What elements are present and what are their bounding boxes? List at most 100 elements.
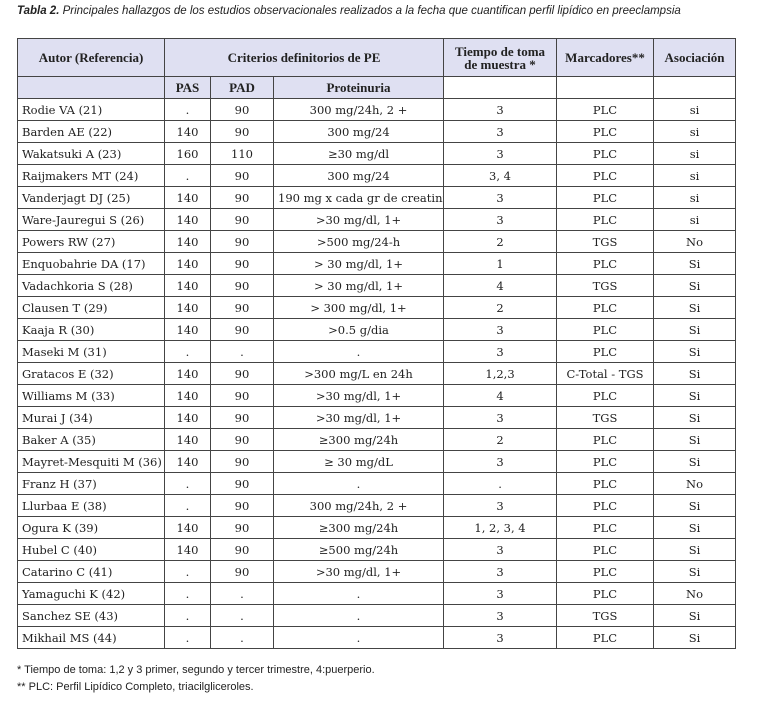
table-cell: C-Total - TGS xyxy=(556,362,655,385)
table-cell: 140 xyxy=(164,406,211,429)
table-cell: 90 xyxy=(210,208,274,231)
table-cell: Vadachkoria S (28) xyxy=(17,274,165,297)
table-cell: . xyxy=(210,340,274,363)
table-cell: Catarino C (41) xyxy=(17,560,165,583)
table-cell: 300 mg/24h, 2 + xyxy=(272,494,445,517)
table-cell: >300 mg/L en 24h xyxy=(272,362,445,385)
table-cell: 3 xyxy=(443,120,558,143)
table-cell: . xyxy=(272,340,445,363)
table-cell: Raijmakers MT (24) xyxy=(17,164,165,187)
table-cell: 90 xyxy=(210,362,274,385)
header-row: Autor (Referencia) Criterios definitorios… xyxy=(17,38,737,77)
table-cell: Gratacos E (32) xyxy=(17,362,165,385)
table-cell: Mayret-Mesquiti M (36) xyxy=(17,450,165,473)
table-cell: 300 mg/24 xyxy=(272,120,445,143)
table-cell: 90 xyxy=(210,384,274,407)
table-cell: Si xyxy=(653,274,737,297)
table-cell: 3 xyxy=(443,582,558,605)
table-cell: 140 xyxy=(164,428,211,451)
table-cell: > 300 mg/dl, 1+ xyxy=(272,296,445,319)
table-cell: si xyxy=(653,120,737,143)
table-row: Clausen T (29) 140 90 > 300 mg/dl, 1+ 2 PLC Si xyxy=(17,296,737,319)
table-cell: Baker A (35) xyxy=(17,428,165,451)
table-cell: 1,2,3 xyxy=(443,362,558,385)
table-cell: 4 xyxy=(443,384,558,407)
table-cell: 140 xyxy=(164,516,211,539)
table-cell: 90 xyxy=(210,450,274,473)
table-cell: ≥300 mg/24h xyxy=(272,428,445,451)
table-cell: 140 xyxy=(164,450,211,473)
table-cell: 90 xyxy=(210,406,274,429)
table-cell: PLC xyxy=(556,208,655,231)
table-cell: 3 xyxy=(443,494,558,517)
table-cell: Si xyxy=(653,340,737,363)
table-cell: 90 xyxy=(210,516,274,539)
table-cell: Wakatsuki A (23) xyxy=(17,142,165,165)
table-cell: 3 xyxy=(443,450,558,473)
table-cell: . xyxy=(210,582,274,605)
table-cell: 90 xyxy=(210,472,274,495)
caption-text: Principales hallazgos de los estudios ob… xyxy=(62,5,681,17)
table-cell: . xyxy=(443,472,558,495)
table-cell: Franz H (37) xyxy=(17,472,165,495)
table-cell: ≥300 mg/24h xyxy=(272,516,445,539)
caption-label: Tabla 2. xyxy=(17,5,60,17)
table-cell: . xyxy=(210,626,274,649)
table-row: Baker A (35) 140 90 ≥300 mg/24h 2 PLC Si xyxy=(17,428,737,451)
table-cell: 3 xyxy=(443,538,558,561)
table-cell: 2 xyxy=(443,296,558,319)
table-cell: 140 xyxy=(164,362,211,385)
table-row: Ware-Jauregui S (26) 140 90 >30 mg/dl, 1+ 3 P… xyxy=(17,208,737,231)
table-cell: 1 xyxy=(443,252,558,275)
table-cell: si xyxy=(653,208,737,231)
table-row: Kaaja R (30) 140 90 >0.5 g/dia 3 PLC Si xyxy=(17,318,737,341)
table-cell: . xyxy=(164,98,211,121)
table-cell: 90 xyxy=(210,252,274,275)
table-cell: Si xyxy=(653,428,737,451)
table-row: Raijmakers MT (24). 90 300 mg/24 3, 4 PLC si xyxy=(17,164,737,187)
table-cell: PLC xyxy=(556,472,655,495)
table-cell: Si xyxy=(653,516,737,539)
table-cell: . xyxy=(272,582,445,605)
table-cell: . xyxy=(164,560,211,583)
table-cell: Murai J (34) xyxy=(17,406,165,429)
table-cell: Llurbaa E (38) xyxy=(17,494,165,517)
table-row: Williams M (33) 140 90 >30 mg/dl, 1+ 4 PLC Si xyxy=(17,384,737,407)
table-cell: >30 mg/dl, 1+ xyxy=(272,384,445,407)
caption: Tabla 2. Principales hallazgos de los es… xyxy=(17,5,681,17)
table-row: Llurbaa E (38). 90 300 mg/24h, 2 +3 PLC Si xyxy=(17,494,737,517)
table-cell: 3 xyxy=(443,186,558,209)
table-row: Enquobahrie DA (17) 140 90 > 30 mg/dl, 1+ 1 P… xyxy=(17,252,737,275)
header-cell xyxy=(17,76,165,99)
header-cell xyxy=(443,76,558,99)
table-row: Vanderjagt DJ (25) 140 90 190 mg x cada gr … xyxy=(17,186,737,209)
table-cell: 3 xyxy=(443,560,558,583)
table-cell: Si xyxy=(653,406,737,429)
table-cell: Sanchez SE (43) xyxy=(17,604,165,627)
table-cell: 160 xyxy=(164,142,211,165)
table-cell: . xyxy=(164,340,211,363)
subheader-cell: PAD xyxy=(210,76,274,99)
table-cell: Si xyxy=(653,538,737,561)
table-cell: 3, 4 xyxy=(443,164,558,187)
table-cell: 90 xyxy=(210,494,274,517)
table-row: Maseki M (31)... 3 PLC Si xyxy=(17,340,737,363)
table-cell: PLC xyxy=(556,494,655,517)
table-cell: 300 mg/24 xyxy=(272,164,445,187)
table-row: Franz H (37). 90.. PLC No xyxy=(17,472,737,495)
table-cell: PLC xyxy=(556,186,655,209)
table-cell: 1, 2, 3, 4 xyxy=(443,516,558,539)
table-cell: 2 xyxy=(443,230,558,253)
table-cell: PLC xyxy=(556,428,655,451)
table-cell: No xyxy=(653,472,737,495)
table-cell: 140 xyxy=(164,252,211,275)
header-cell xyxy=(556,76,655,99)
table-cell: >30 mg/dl, 1+ xyxy=(272,560,445,583)
subheader-cell: Proteinuria xyxy=(272,76,445,99)
header-cell: Tiempo de toma de muestra * xyxy=(443,38,558,77)
table-cell: si xyxy=(653,186,737,209)
table-cell: 90 xyxy=(210,296,274,319)
table-cell: PLC xyxy=(556,560,655,583)
footnote: ** PLC: Perfil Lipídico Completo, triaci… xyxy=(17,681,254,693)
table-row: Gratacos E (32) 140 90 >300 mg/L en 24h 1,2,… xyxy=(17,362,737,385)
